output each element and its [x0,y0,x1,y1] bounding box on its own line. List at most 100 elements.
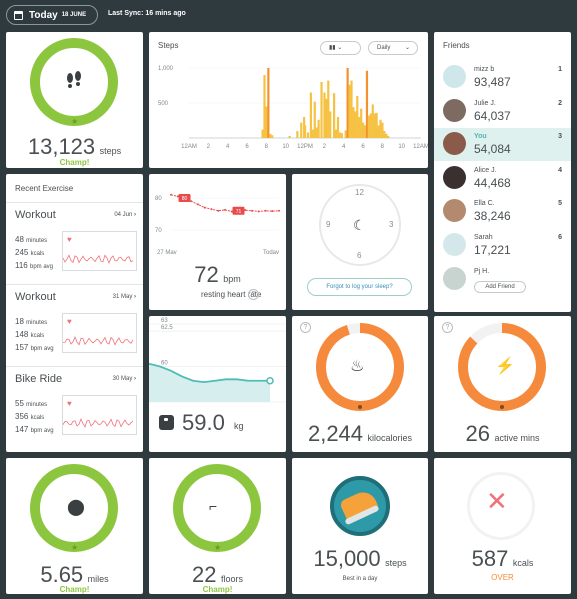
add-friend-button[interactable]: Add Friend [474,281,526,293]
step-bar [271,135,274,138]
badge-tile[interactable]: 15,000 steps Best in a day [292,458,428,594]
heart-rate-chart: 80 70 80 71 27 May Today [155,193,280,254]
step-bar [360,108,363,138]
step-bar [381,122,384,138]
sleep-tile[interactable]: 12 3 6 9 ☾ Forgot to log your sleep? [292,174,428,310]
heart-rate-tile[interactable]: 80 70 80 71 27 May Today 72 bpm resting heart… [149,174,286,310]
calendar-icon [14,10,23,20]
step-bar [300,122,303,138]
step-bar [383,131,386,138]
distance-value: 5.65 [40,562,84,587]
friend-row[interactable]: Alice J. 44,468 4 [434,162,571,195]
chevron-down-icon: ⌄ [404,45,410,51]
ring-marker [358,405,362,409]
heart-rate-point [190,200,193,203]
weight-unit: kg [234,421,244,431]
step-bar [309,92,312,138]
heart-rate-value: 72 [194,262,219,287]
step-bar [344,130,347,138]
distance-progress-ring [30,464,118,552]
steps-unit: steps [99,146,122,156]
x-tick-label: 8 [265,144,269,150]
friend-row[interactable]: mizz b 93,487 1 [434,61,571,94]
step-bar [377,125,380,138]
metric-dropdown[interactable]: ▮▮ ⌄ [320,41,361,55]
exercise-kcals: 245 [15,248,29,257]
steps-chart-tile[interactable]: Steps ▮▮ ⌄ Daily ⌄ 1,000 500 12AM 2 4 6 8 10 12P… [149,32,428,168]
y-tick-label: 70 [155,228,162,234]
friend-rank: 3 [558,133,562,140]
friends-title: Friends [443,41,470,50]
x-tick-label: 8 [381,144,385,150]
active-minutes-unit: active mins [494,433,540,443]
exercise-item[interactable]: Workout 31 May › 18 minutes 148 kcals 157 bp… [6,284,143,366]
heart-rate-point [251,209,253,212]
friend-rank: 2 [558,99,562,107]
step-bar [304,125,307,138]
x-start-label: 27 May [157,250,177,254]
step-bar [269,133,272,138]
calories-unit: kilocalories [367,433,413,443]
heart-rate-point [217,209,220,212]
chevron-right-icon: › [134,376,136,382]
active-minutes-tile[interactable]: ? ⚡ 26 active mins [434,316,571,452]
friend-row[interactable]: Sarah 17,221 6 [434,229,571,262]
clock-6-label: 6 [357,251,362,260]
step-bar [267,68,270,138]
avatar [443,65,466,88]
step-bar [306,132,310,138]
step-bar [373,113,376,138]
calories-tile[interactable]: ? ♨ 2,244 kilocalories [292,316,428,452]
step-bar [329,111,332,138]
exercise-bpm: 157 [15,343,29,352]
step-bar [367,115,370,138]
friend-name: Ella C. [474,200,495,207]
exercise-item[interactable]: Workout 04 Jun › 48 minutes 245 kcals 116 bp… [6,202,143,284]
kcals-unit: kcals [30,251,45,257]
help-icon[interactable]: ? [300,322,311,333]
period-dropdown[interactable]: Daily ⌄ [368,41,418,55]
food-progress-ring [467,472,535,540]
avatar [443,165,466,189]
footsteps-icon: ▮▮ [329,45,336,51]
log-sleep-button[interactable]: Forgot to log your sleep? [307,278,412,296]
stairs-icon: ⌐ [209,498,218,514]
step-bar [354,111,357,138]
heart-rate-point [203,206,206,209]
food-unit: kcals [512,558,534,568]
y-tick-label: 80 [155,196,162,202]
today-date-selector[interactable]: Today 18 JUNE [6,5,98,25]
friend-row[interactable]: Julie J. 64,037 2 [434,95,571,128]
floors-tile[interactable]: ★ ⌐ 22 floors Champ! [149,458,286,594]
step-bar [356,96,359,138]
recent-exercise-title: Recent Exercise [15,184,74,193]
kcals-unit: kcals [30,415,45,421]
help-icon[interactable]: ? [248,289,259,300]
exercise-item[interactable]: Bike Ride 30 May › 55 minutes 356 kcals 147 … [6,366,143,448]
x-tick-label: 12AM [181,144,197,150]
step-bar [375,112,378,138]
x-tick-label: 12AM [413,144,428,150]
heart-rate-marker [232,206,245,215]
calories-value: 2,244 [307,421,364,446]
clock-9-label: 9 [326,220,331,229]
heart-rate-marker-label: 71 [236,209,242,215]
heart-icon: ♥ [67,235,72,244]
bpm-unit: bpm avg [30,428,54,434]
exercise-heart-graph: ♥ [62,313,137,353]
step-bar [325,98,328,138]
badge-value: 15,000 [313,546,381,571]
kcals-unit: kcals [30,333,45,339]
help-icon[interactable]: ? [442,322,453,333]
friend-row[interactable]: Ella C. 38,246 5 [434,195,571,228]
steps-tile[interactable]: ★ 13,123 steps Champ! [6,32,143,168]
friend-row[interactable]: You 54,084 3 [434,128,571,161]
heart-rate-point [224,208,226,211]
x-tick-label: 2 [207,144,211,150]
step-bar [350,80,353,138]
badge-caption: Best in a day [342,576,378,582]
food-tile[interactable]: ✕ 587 kcals OVER [434,458,571,594]
step-bar [313,101,316,138]
distance-tile[interactable]: ★ ⬤ 5.65 miles Champ! [6,458,143,594]
